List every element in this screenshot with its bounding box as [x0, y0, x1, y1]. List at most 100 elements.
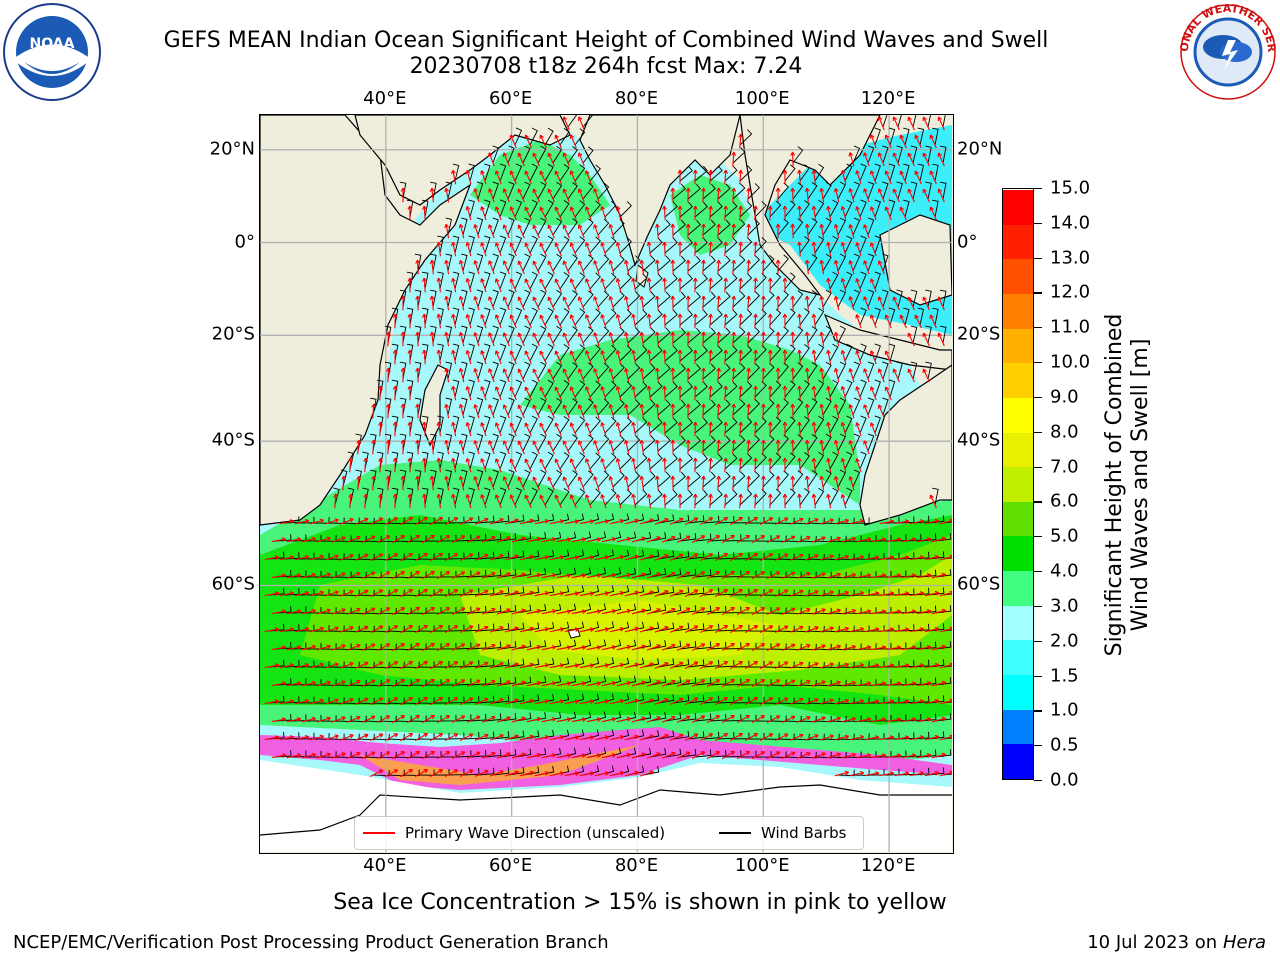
wave-arrow [922, 188, 930, 203]
wave-arrow [316, 572, 331, 579]
wave-arrow [549, 519, 565, 525]
colorbar-title-line1: Significant Height of Combined [1102, 313, 1127, 657]
wind-barb [597, 326, 610, 344]
wave-arrow [841, 644, 857, 651]
wave-arrow [488, 440, 495, 455]
wave-arrow [391, 715, 406, 724]
wave-arrow [534, 626, 550, 633]
wave-arrow [631, 313, 637, 329]
wind-barb [867, 217, 875, 236]
wave-arrow [502, 332, 510, 347]
wind-barb [709, 165, 723, 182]
wave-arrow [662, 421, 667, 437]
wave-arrow [939, 770, 952, 777]
wind-barb [822, 289, 832, 308]
wave-arrow [797, 313, 802, 329]
wind-barb [739, 165, 753, 182]
wave-arrow [474, 517, 489, 525]
wave-arrow [767, 313, 773, 329]
wave-arrow [736, 534, 751, 544]
wave-arrow [716, 439, 722, 455]
wave-arrow [480, 422, 487, 437]
wind-barb [370, 397, 377, 416]
wave-arrow [562, 116, 570, 131]
wave-arrow [384, 769, 399, 778]
colorbar-title-line2: Wind Waves and Swell [m] [1128, 338, 1153, 632]
wind-barb [384, 469, 392, 488]
wave-arrow [662, 493, 667, 509]
wave-arrow [399, 625, 414, 634]
wind-barb [567, 218, 578, 236]
wind-barb [762, 398, 775, 416]
wind-barb [627, 255, 641, 272]
wind-barb [739, 417, 753, 434]
wave-arrow [782, 205, 788, 221]
wind-barb [912, 551, 930, 560]
wave-arrow [392, 493, 398, 509]
wind-barb [507, 145, 515, 164]
wind-barb [679, 676, 697, 686]
wave-arrow [676, 607, 691, 615]
colorbar-segment [1003, 258, 1033, 294]
wind-barb [792, 326, 804, 344]
wave-arrow [922, 116, 930, 131]
wave-arrow [826, 680, 841, 687]
wave-arrow [488, 188, 495, 203]
wave-arrow [879, 663, 895, 669]
wave-arrow [840, 277, 847, 293]
wind-barb [452, 235, 460, 254]
host-text: Hera [1222, 932, 1266, 953]
wave-arrow [339, 625, 354, 633]
wind-barb [867, 361, 875, 380]
wind-barb [724, 345, 738, 362]
wave-arrow [931, 644, 947, 651]
wind-barb [904, 678, 922, 686]
wind-barb [370, 469, 377, 488]
wind-barb [859, 163, 867, 182]
wave-arrow [654, 589, 669, 597]
wave-arrow [751, 643, 766, 652]
wind-barb [702, 471, 716, 488]
wind-barb [414, 361, 422, 380]
wind-barb [476, 325, 484, 344]
wind-barb [807, 733, 825, 741]
wind-barb [522, 325, 531, 344]
wind-barb [822, 217, 832, 236]
wave-arrow [639, 554, 654, 561]
wave-arrow [736, 642, 751, 652]
wave-arrow [451, 571, 466, 579]
wave-arrow [639, 698, 654, 705]
wave-arrow [586, 645, 602, 651]
wave-arrow [924, 626, 940, 633]
wave-arrow [407, 205, 413, 221]
wave-arrow [723, 385, 729, 401]
wave-arrow [761, 331, 766, 347]
wind-barb [784, 452, 796, 470]
wind-barb [619, 273, 632, 290]
wave-arrow [871, 537, 887, 543]
wave-arrow [577, 296, 585, 311]
wave-arrow [766, 715, 781, 723]
wave-arrow [781, 715, 796, 723]
wind-barb [507, 694, 525, 704]
colorbar [1002, 188, 1034, 780]
wind-barb [445, 253, 453, 272]
wave-arrow [631, 572, 646, 579]
wind-barb [574, 272, 586, 290]
wave-arrow [547, 188, 555, 203]
wind-barb [414, 289, 422, 308]
wave-arrow [421, 714, 436, 724]
colorbar-tick-mark [1034, 780, 1042, 782]
wind-barb [882, 145, 889, 164]
wave-arrow [384, 589, 399, 598]
wave-arrow [753, 493, 758, 509]
wave-arrow [539, 242, 547, 257]
wave-arrow [841, 608, 857, 615]
wave-arrow [804, 518, 819, 525]
wind-barb [567, 470, 578, 488]
noaa-logo: NOAA [3, 3, 101, 101]
wave-arrow [738, 277, 744, 293]
wind-barb [694, 749, 712, 758]
wind-barb [754, 453, 767, 470]
wave-arrow [480, 206, 487, 221]
